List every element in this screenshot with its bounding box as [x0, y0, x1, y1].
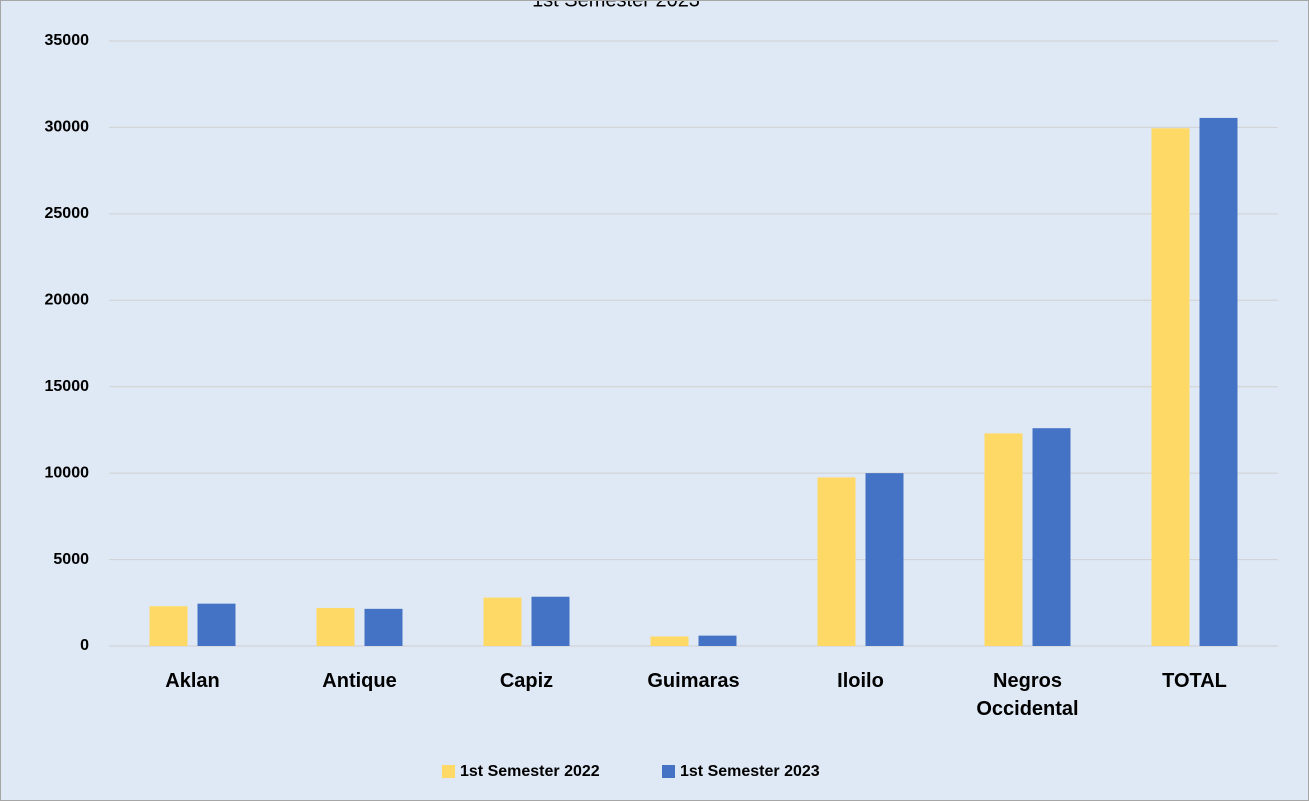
- bar: [984, 433, 1023, 646]
- bar: [650, 636, 689, 646]
- x-tick-label: Capiz: [499, 670, 554, 692]
- bar: [197, 603, 236, 646]
- legend-swatch: [662, 765, 675, 778]
- x-tick-label: TOTAL: [1162, 670, 1227, 692]
- bar: [483, 597, 522, 646]
- bar: [865, 473, 904, 646]
- y-tick-label: 30000: [45, 119, 90, 136]
- y-tick-label: 35000: [45, 32, 90, 49]
- y-tick-label: 10000: [45, 464, 90, 481]
- x-tick-label: Iloilo: [837, 670, 884, 692]
- bar: [316, 607, 355, 646]
- y-tick-label: 20000: [45, 292, 90, 309]
- bar: [698, 635, 737, 646]
- bar: [1032, 428, 1071, 646]
- y-tick-label: 25000: [45, 205, 90, 222]
- bar: [1151, 128, 1190, 646]
- legend-label: 1st Semester 2023: [680, 763, 820, 780]
- legend-swatch: [442, 765, 455, 778]
- y-tick-label: 15000: [45, 378, 90, 395]
- bar: [1199, 117, 1238, 646]
- chart-title: 1st Semester 2023: [532, 1, 700, 11]
- bar: [817, 477, 856, 646]
- legend-label: 1st Semester 2022: [460, 763, 600, 780]
- x-tick-label: Antique: [322, 670, 397, 692]
- y-tick-label: 5000: [53, 551, 89, 568]
- y-tick-label: 0: [80, 637, 89, 654]
- x-tick-label: Aklan: [165, 670, 220, 692]
- bar: [531, 596, 570, 646]
- x-tick-label: Negros Occidental: [976, 670, 1079, 720]
- bar: [364, 608, 403, 646]
- x-tick-label: Guimaras: [647, 670, 740, 692]
- bar: [149, 606, 188, 646]
